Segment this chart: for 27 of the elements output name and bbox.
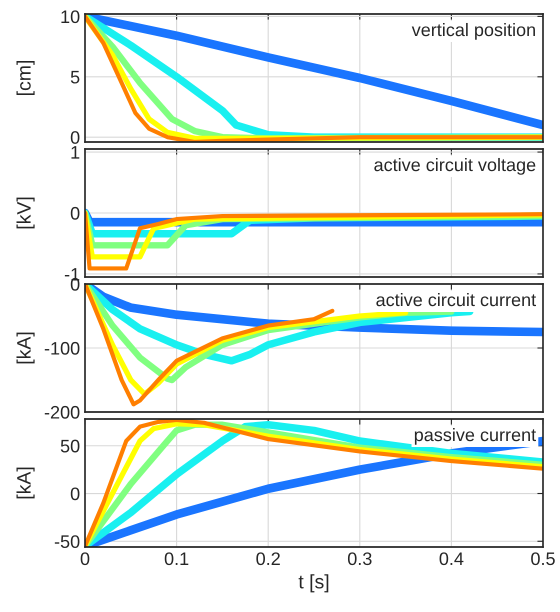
y-tick-label: -50	[54, 535, 80, 548]
y-tick-label: 0	[70, 206, 80, 220]
y-tick-label: 0	[70, 487, 80, 500]
y-tick-label: 1	[71, 146, 80, 159]
line-series	[85, 284, 334, 406]
y-tick-label: 10	[61, 10, 80, 24]
y-tick-label: 50	[60, 440, 80, 452]
y-tick-label: -100	[44, 342, 80, 355]
y-tick-label: 5	[70, 70, 80, 84]
x-tick-label: 0.1	[164, 552, 188, 566]
y-axis-title: [kA]	[16, 468, 35, 498]
x-tick-label: 0.5	[531, 552, 555, 566]
annotation: passive current	[414, 428, 536, 445]
annotation: active circuit current	[376, 292, 536, 306]
x-tick-label: 0.3	[348, 552, 372, 566]
y-axis-title: [kV]	[16, 198, 35, 228]
x-tick-label: 0.2	[256, 552, 280, 566]
y-axis-title: [kA]	[16, 332, 35, 364]
x-tick-label: 0	[80, 552, 90, 566]
x-tick-label: 0.4	[440, 552, 464, 566]
x-axis-title: t [s]	[298, 574, 328, 592]
y-axis-title: [cm]	[16, 61, 35, 95]
annotation: vertical position	[412, 22, 535, 40]
y-tick-label: -200	[44, 406, 80, 419]
annotation: active circuit voltage	[374, 158, 536, 175]
y-tick-label: 0	[70, 131, 80, 144]
line-series	[85, 210, 543, 271]
